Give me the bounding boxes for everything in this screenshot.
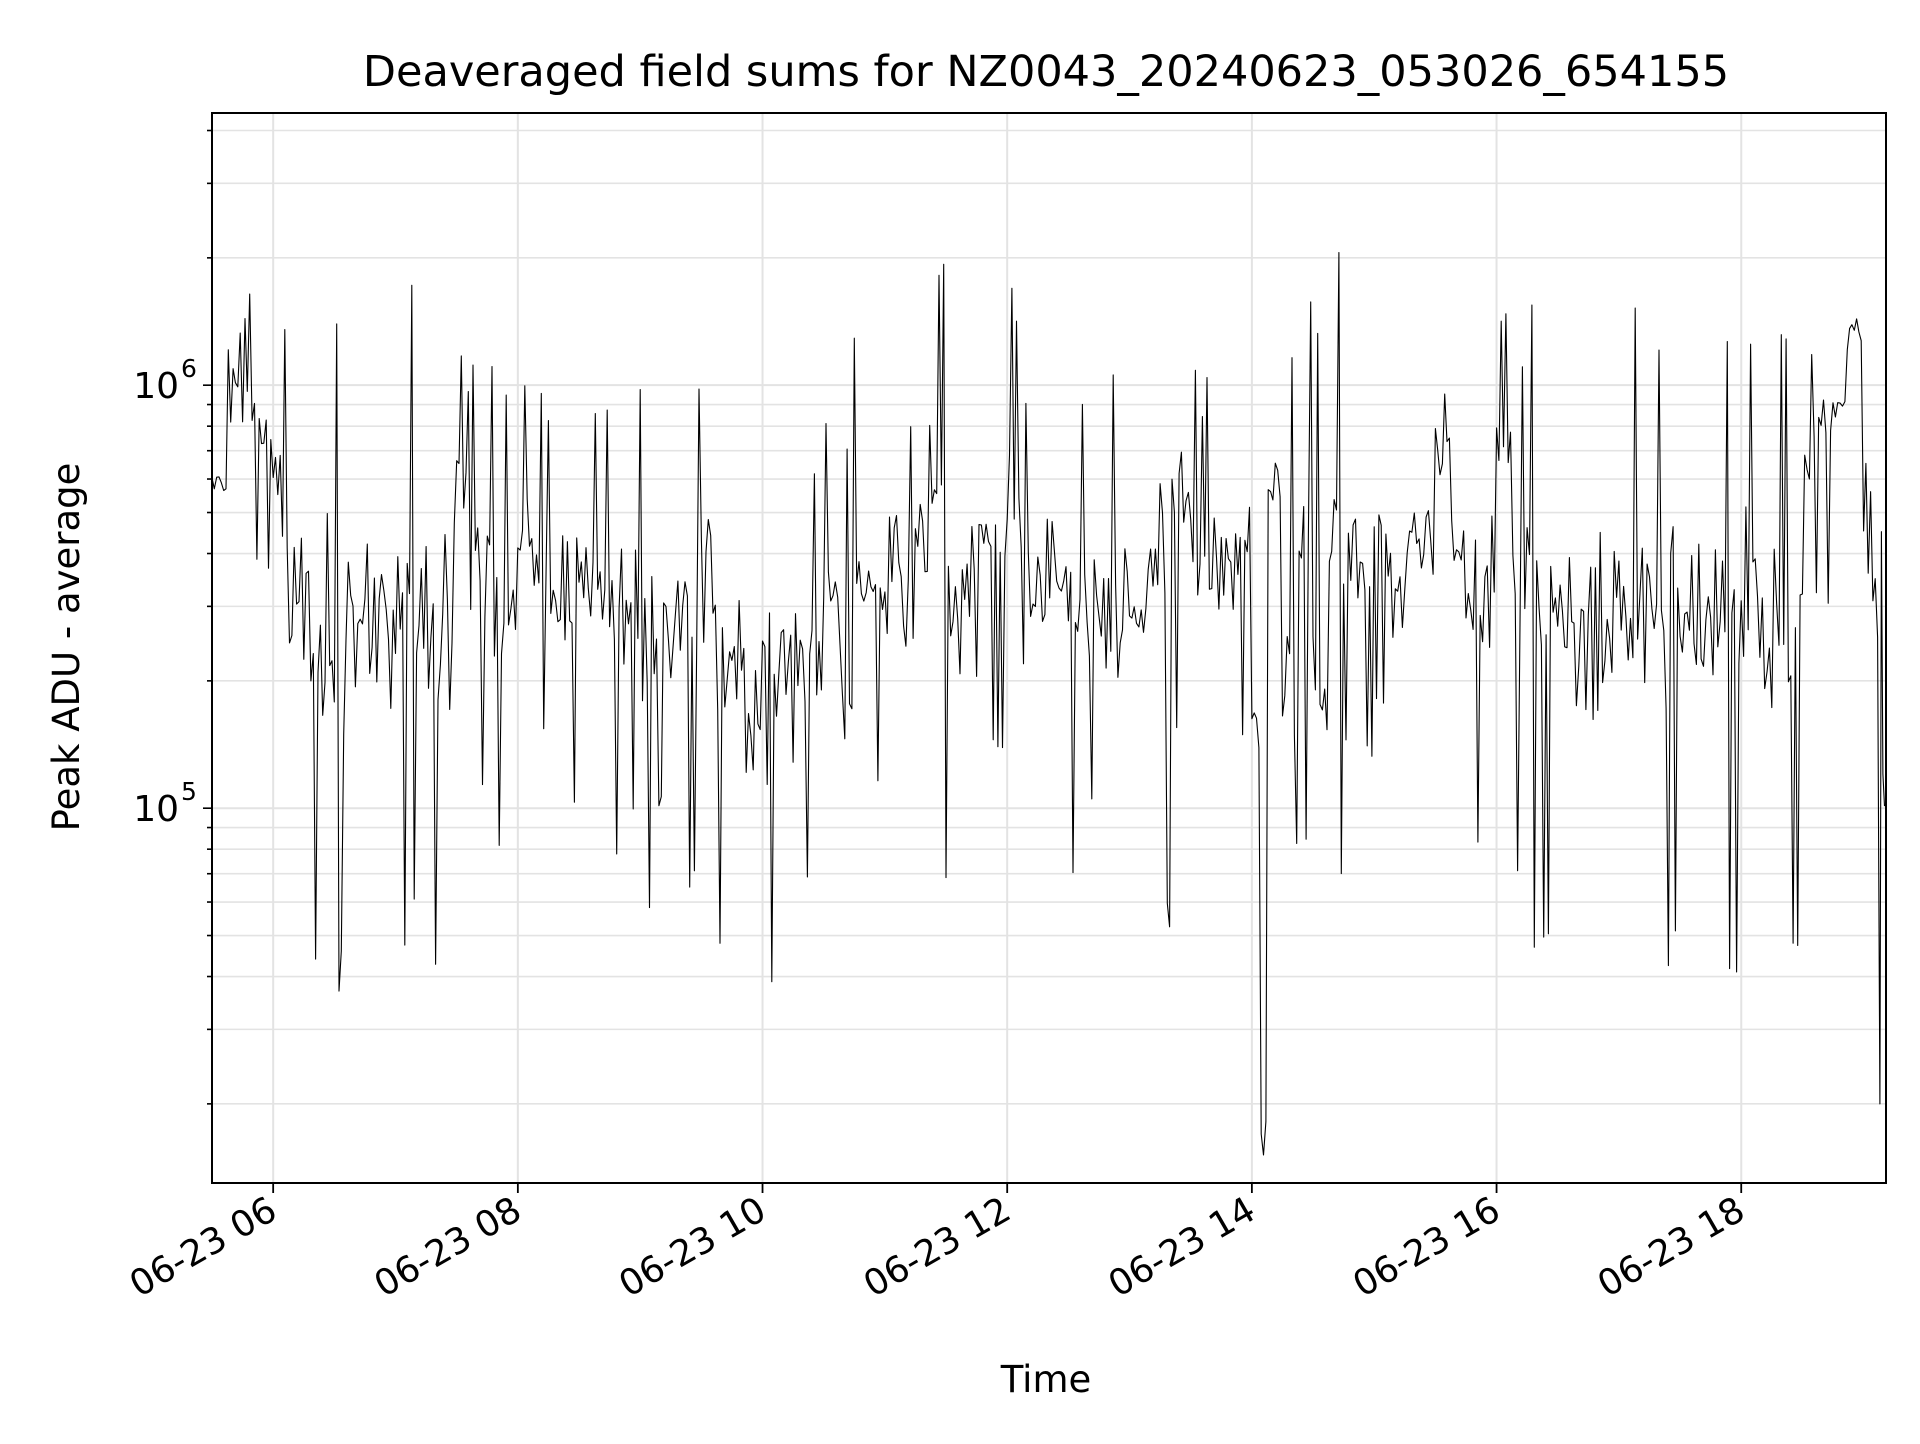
y-tick-label-exponent: 6 [181, 354, 197, 383]
x-axis-label: Time [1000, 1358, 1092, 1401]
plot-frame [211, 112, 1887, 1184]
y-tick-label-exponent: 5 [181, 777, 197, 806]
y-tick-label-base: 10 [133, 366, 179, 407]
y-axis-label: Peak ADU - average [45, 463, 88, 832]
data-layer [211, 252, 1886, 1156]
y-tick-label-base: 10 [133, 789, 179, 830]
grid-layer [212, 113, 1886, 1183]
data-series-line [211, 252, 1886, 1156]
chart-title: Deaveraged field sums for NZ0043_2024062… [363, 47, 1729, 97]
